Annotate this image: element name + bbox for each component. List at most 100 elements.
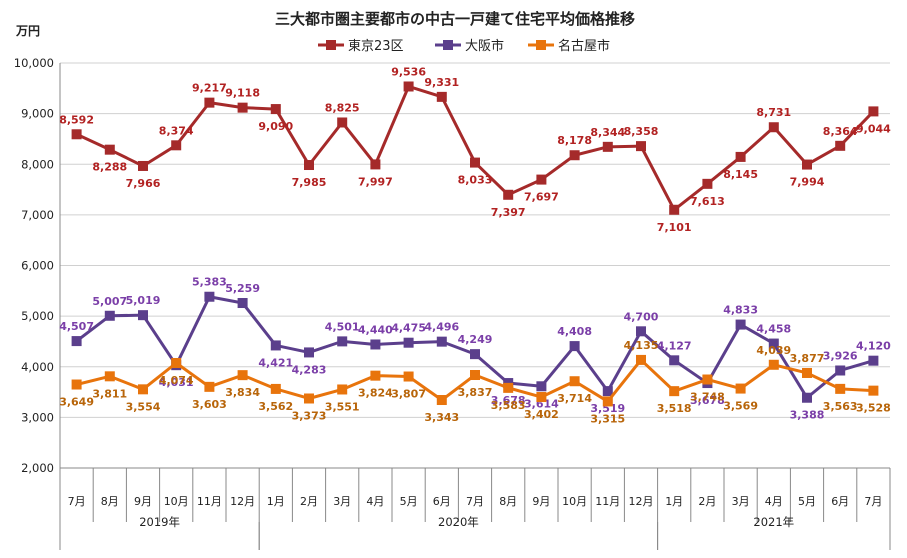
data-label: 3,343: [424, 411, 459, 424]
data-point: [138, 384, 148, 395]
data-point: [470, 157, 480, 168]
data-point: [470, 370, 480, 381]
data-label: 4,421: [258, 356, 293, 369]
series-line: [75, 84, 875, 212]
data-label: 3,603: [192, 398, 227, 411]
legend-marker: [443, 40, 453, 50]
y-tick-label: 4,000: [21, 360, 54, 374]
data-label: 4,249: [458, 333, 493, 346]
data-point: [270, 104, 281, 115]
data-point: [403, 371, 414, 382]
data-label: 4,039: [756, 344, 791, 357]
data-point: [569, 150, 580, 161]
data-point: [669, 386, 680, 397]
x-tick-label: 10月: [562, 495, 587, 508]
data-point: [270, 340, 281, 351]
x-tick-label: 7月: [864, 495, 882, 508]
x-tick-label: 5月: [400, 495, 418, 508]
x-tick-label: 8月: [101, 495, 119, 508]
data-point: [370, 339, 381, 350]
x-tick-label: 1月: [267, 495, 285, 508]
data-label: 4,031: [159, 376, 194, 389]
y-tick-label: 2,000: [21, 461, 54, 475]
data-label: 5,383: [192, 276, 227, 289]
year-group-label: 2020年: [438, 515, 479, 529]
data-label: 4,120: [856, 340, 891, 353]
data-label: 3,518: [657, 402, 692, 415]
data-point: [735, 319, 746, 330]
data-label: 8,344: [590, 126, 625, 139]
data-label: 3,649: [59, 396, 94, 409]
data-label: 8,033: [458, 174, 493, 187]
data-label: 3,528: [856, 402, 891, 415]
x-tick-label: 4月: [765, 495, 783, 508]
data-label: 4,408: [557, 325, 592, 338]
data-point: [104, 144, 115, 155]
data-label: 8,731: [756, 106, 791, 119]
data-label: 7,997: [358, 175, 393, 188]
data-point: [436, 336, 447, 347]
data-label: 3,834: [225, 386, 260, 399]
y-tick-label: 7,000: [21, 208, 54, 222]
data-label: 9,331: [424, 76, 459, 89]
data-point: [768, 338, 779, 349]
data-label: 3,563: [823, 400, 858, 413]
data-label: 5,019: [126, 294, 161, 307]
x-tick-label: 7月: [68, 495, 86, 508]
data-point: [237, 102, 248, 113]
data-point: [868, 385, 879, 396]
data-label: 9,536: [391, 65, 426, 78]
data-point: [503, 382, 514, 393]
data-label: 8,145: [723, 168, 758, 181]
x-tick-label: 6月: [831, 495, 849, 508]
data-point: [636, 326, 646, 337]
data-label: 3,519: [590, 402, 625, 415]
x-tick-label: 11月: [595, 495, 620, 508]
data-point: [835, 140, 846, 151]
data-point: [204, 291, 215, 302]
data-point: [403, 337, 414, 348]
data-label: 4,440: [358, 323, 393, 336]
data-label: 4,458: [756, 323, 791, 336]
data-point: [503, 189, 514, 200]
data-point: [370, 370, 381, 381]
x-tick-label: 1月: [665, 495, 683, 508]
data-label: 7,994: [790, 176, 825, 189]
data-point: [702, 178, 713, 189]
x-tick-label: 2月: [698, 495, 716, 508]
data-label: 8,592: [59, 113, 94, 126]
y-tick-label: 5,000: [21, 309, 54, 323]
data-point: [337, 336, 348, 347]
data-label: 9,044: [856, 122, 891, 135]
data-point: [304, 160, 314, 171]
data-label: 7,397: [491, 206, 526, 219]
data-label: 9,217: [192, 82, 227, 95]
data-label: 8,288: [92, 161, 127, 174]
legend-label: 名古屋市: [558, 38, 610, 54]
data-point: [602, 396, 613, 407]
x-axis: 7月 8月 9月 10月 11月 12月 1月 2月 3月 4月 5月 6月 7月 8月 9月 10月 11月 1…: [59, 467, 891, 550]
data-point: [403, 81, 414, 92]
data-label: 4,074: [159, 374, 194, 387]
chart-title: 三大都市圏主要都市の中古一戸建て住宅平均価格推移: [275, 10, 635, 28]
data-point: [204, 381, 215, 392]
data-point: [337, 384, 348, 395]
data-label: 4,700: [624, 310, 659, 323]
data-point: [71, 379, 82, 390]
data-point: [602, 386, 613, 397]
data-label: 4,283: [292, 363, 327, 376]
data-point: [304, 347, 314, 358]
data-point: [569, 376, 580, 387]
x-tick-label: 11月: [197, 495, 222, 508]
data-label: 4,496: [424, 321, 459, 334]
x-tick-label: 3月: [732, 495, 750, 508]
data-point: [802, 392, 812, 403]
legend-label: 大阪市: [465, 38, 504, 54]
data-label: 5,007: [92, 295, 127, 308]
x-tick-label: 10月: [164, 495, 189, 508]
data-point: [735, 383, 746, 394]
data-point: [636, 354, 646, 365]
